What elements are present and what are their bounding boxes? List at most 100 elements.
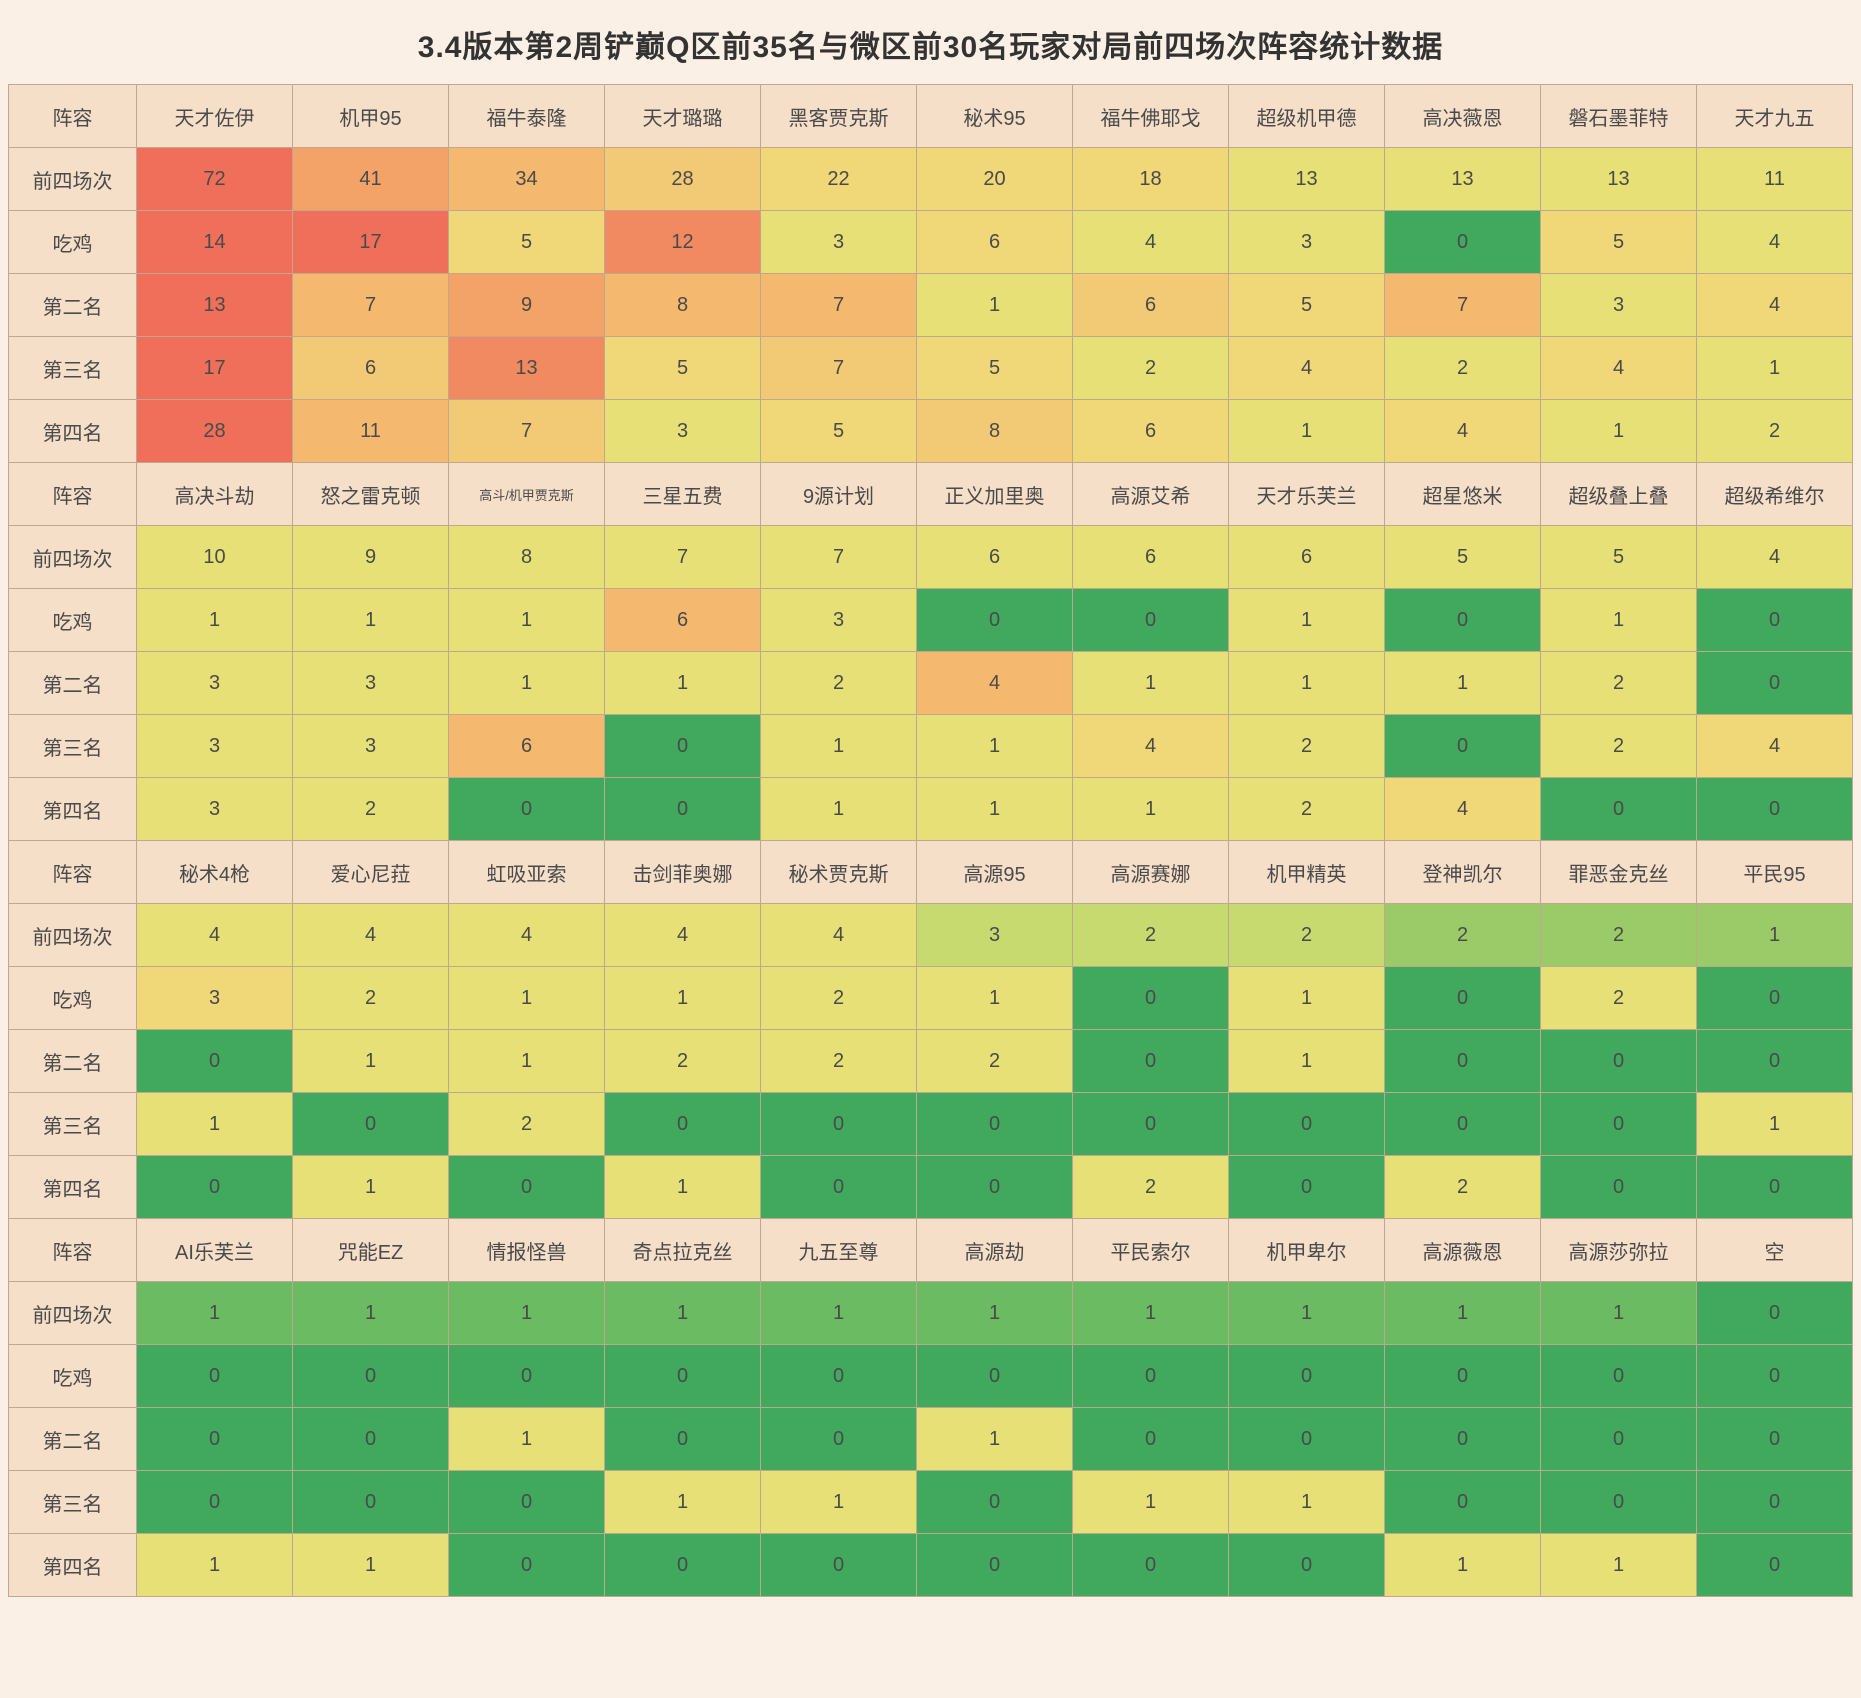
stats-container: 3.4版本第2周铲巅Q区前35名与微区前30名玩家对局前四场次阵容统计数据 阵容…: [8, 8, 1853, 1597]
heat-cell: 0: [1229, 1345, 1385, 1408]
heat-cell: 18: [1073, 148, 1229, 211]
heat-cell: 3: [293, 715, 449, 778]
column-header: 爱心尼菈: [293, 841, 449, 904]
heat-cell: 0: [917, 1345, 1073, 1408]
heat-cell: 2: [1385, 1156, 1541, 1219]
heat-cell: 11: [293, 400, 449, 463]
heat-cell: 1: [137, 1282, 293, 1345]
row-label: 第三名: [9, 337, 137, 400]
heat-cell: 5: [605, 337, 761, 400]
heat-cell: 0: [1385, 1471, 1541, 1534]
heat-cell: 0: [1697, 1408, 1853, 1471]
heat-cell: 4: [1697, 274, 1853, 337]
column-header: AI乐芙兰: [137, 1219, 293, 1282]
column-header: 超级叠上叠: [1541, 463, 1697, 526]
heat-cell: 0: [449, 1156, 605, 1219]
heat-cell: 0: [449, 1534, 605, 1597]
column-header: 秘术贾克斯: [761, 841, 917, 904]
column-header: 黑客贾克斯: [761, 85, 917, 148]
row-label: 阵容: [9, 85, 137, 148]
heat-cell: 3: [917, 904, 1073, 967]
heat-cell: 2: [1385, 337, 1541, 400]
heat-cell: 2: [1073, 337, 1229, 400]
heat-cell: 1: [605, 1282, 761, 1345]
heat-cell: 0: [137, 1408, 293, 1471]
heat-cell: 8: [917, 400, 1073, 463]
heat-cell: 5: [1541, 211, 1697, 274]
row-label: 阵容: [9, 1219, 137, 1282]
heat-cell: 6: [1229, 526, 1385, 589]
heat-cell: 1: [1073, 1471, 1229, 1534]
heat-cell: 1: [1541, 1282, 1697, 1345]
heat-cell: 1: [1073, 1282, 1229, 1345]
heat-cell: 0: [293, 1408, 449, 1471]
heat-cell: 6: [1073, 400, 1229, 463]
heat-cell: 0: [761, 1408, 917, 1471]
row-label: 第二名: [9, 1408, 137, 1471]
heat-cell: 0: [1385, 1030, 1541, 1093]
heat-cell: 3: [1541, 274, 1697, 337]
heat-cell: 0: [1541, 1093, 1697, 1156]
heat-cell: 2: [1541, 715, 1697, 778]
heat-cell: 1: [917, 274, 1073, 337]
heat-cell: 2: [761, 1030, 917, 1093]
heat-cell: 3: [137, 652, 293, 715]
heat-cell: 2: [1229, 778, 1385, 841]
heat-cell: 3: [605, 400, 761, 463]
stats-table: 阵容天才佐伊机甲95福牛泰隆天才璐璐黑客贾克斯秘术95福牛佛耶戈超级机甲德高决薇…: [8, 84, 1853, 1597]
heat-cell: 22: [761, 148, 917, 211]
heat-cell: 1: [761, 1282, 917, 1345]
column-header: 天才佐伊: [137, 85, 293, 148]
heat-cell: 12: [605, 211, 761, 274]
column-header: 平民95: [1697, 841, 1853, 904]
heat-cell: 0: [761, 1156, 917, 1219]
heat-cell: 0: [137, 1345, 293, 1408]
heat-cell: 1: [1697, 904, 1853, 967]
heat-cell: 0: [1385, 211, 1541, 274]
heat-cell: 0: [1229, 1408, 1385, 1471]
heat-cell: 7: [761, 337, 917, 400]
heat-cell: 4: [1697, 526, 1853, 589]
heat-cell: 2: [1229, 904, 1385, 967]
heat-cell: 13: [1229, 148, 1385, 211]
heat-cell: 4: [449, 904, 605, 967]
heat-cell: 0: [605, 1534, 761, 1597]
heat-cell: 5: [1385, 526, 1541, 589]
heat-cell: 0: [1385, 967, 1541, 1030]
column-header: 高决薇恩: [1385, 85, 1541, 148]
heat-cell: 1: [1229, 1030, 1385, 1093]
heat-cell: 2: [293, 778, 449, 841]
heat-cell: 6: [1073, 274, 1229, 337]
heat-cell: 1: [917, 967, 1073, 1030]
heat-cell: 1: [917, 778, 1073, 841]
heat-cell: 4: [1073, 211, 1229, 274]
heat-cell: 2: [1229, 715, 1385, 778]
heat-cell: 1: [137, 589, 293, 652]
heat-cell: 0: [917, 1156, 1073, 1219]
heat-cell: 0: [1385, 589, 1541, 652]
heat-cell: 28: [137, 400, 293, 463]
heat-cell: 0: [1697, 1345, 1853, 1408]
heat-cell: 1: [1385, 1534, 1541, 1597]
row-label: 阵容: [9, 841, 137, 904]
heat-cell: 3: [1229, 211, 1385, 274]
row-label: 吃鸡: [9, 967, 137, 1030]
heat-cell: 4: [1385, 400, 1541, 463]
heat-cell: 1: [605, 1156, 761, 1219]
heat-cell: 0: [1229, 1156, 1385, 1219]
heat-cell: 8: [605, 274, 761, 337]
heat-cell: 1: [137, 1093, 293, 1156]
column-header: 高源艾希: [1073, 463, 1229, 526]
heat-cell: 0: [1385, 1408, 1541, 1471]
row-label: 前四场次: [9, 1282, 137, 1345]
heat-cell: 4: [1697, 715, 1853, 778]
heat-cell: 1: [761, 778, 917, 841]
heat-cell: 3: [137, 967, 293, 1030]
heat-cell: 7: [605, 526, 761, 589]
heat-cell: 0: [761, 1345, 917, 1408]
column-header: 击剑菲奥娜: [605, 841, 761, 904]
heat-cell: 1: [1541, 1534, 1697, 1597]
row-label: 吃鸡: [9, 589, 137, 652]
column-header: 9源计划: [761, 463, 917, 526]
row-label: 前四场次: [9, 904, 137, 967]
